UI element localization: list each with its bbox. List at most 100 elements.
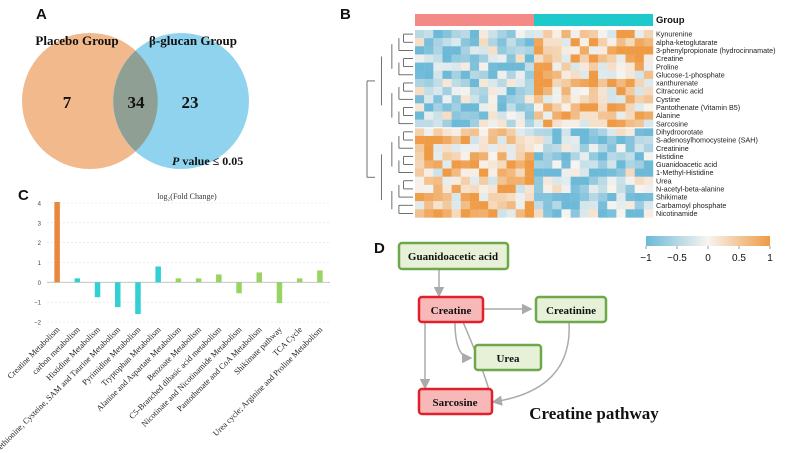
heatmap-cell <box>625 144 635 153</box>
heatmap-cell <box>625 135 635 145</box>
heatmap-cell <box>469 103 480 112</box>
heatmap-cell <box>607 95 617 104</box>
node-guanidoacetic-acid-box <box>397 241 510 271</box>
heatmap-cell <box>579 127 590 137</box>
heatmap-cell <box>634 87 645 96</box>
heatmap-cell <box>497 193 507 202</box>
venn-left-label: Placebo Group <box>35 33 118 48</box>
heatmap-cell <box>515 119 526 128</box>
heatmap-cell <box>524 152 535 161</box>
heatmap-cell <box>561 111 571 120</box>
heatmap-cell <box>616 135 626 145</box>
node-urea-box <box>473 343 543 372</box>
heatmap-cell <box>469 111 480 120</box>
heatmap-cell <box>625 111 635 120</box>
heatmap-cell <box>497 46 507 55</box>
heatmap-cell <box>424 38 434 47</box>
heatmap-cell <box>561 54 571 63</box>
heatmap-cell <box>451 54 461 63</box>
heatmap-cell <box>579 54 590 63</box>
heatmap-cell <box>524 209 535 218</box>
heatmap-cell <box>433 38 443 47</box>
heatmap-cell <box>643 127 654 137</box>
heatmap-cell <box>506 193 516 202</box>
heatmap-cell <box>543 95 553 104</box>
heatmap-cell <box>442 78 452 88</box>
heatmap-row-labels: Kynureninealpha-ketoglutarate3-phenylpro… <box>656 30 775 218</box>
heatmap-cell <box>424 160 434 169</box>
heatmap-cell <box>515 111 526 120</box>
heatmap-cell <box>479 184 489 194</box>
heatmap-cell <box>607 62 617 71</box>
chart-bar <box>276 282 283 304</box>
heatmap-cell <box>534 144 544 153</box>
heatmap-row-label: Kynurenine <box>656 30 692 39</box>
heatmap-cell <box>451 38 461 47</box>
y-tick-label: 4 <box>38 202 42 208</box>
heatmap-cell <box>552 62 562 71</box>
heatmap-cell <box>451 193 461 202</box>
heatmap-cell <box>607 54 617 63</box>
heatmap-cell <box>561 168 571 177</box>
heatmap-cell <box>534 209 544 218</box>
heatmap-cell <box>415 184 425 194</box>
heatmap-cell <box>570 209 580 218</box>
heatmap-cell <box>579 103 590 112</box>
heatmap-cell <box>415 87 425 96</box>
heatmap-cell <box>442 209 452 218</box>
heatmap-cell <box>424 54 434 63</box>
heatmap-cell <box>515 54 526 63</box>
heatmap-cell <box>561 103 571 112</box>
heatmap-cell <box>424 201 434 210</box>
heatmap-cell <box>616 119 626 128</box>
heatmap-cell <box>506 184 516 194</box>
heatmap-cell <box>643 152 654 161</box>
heatmap-cell <box>524 111 535 120</box>
heatmap-cell <box>643 135 654 145</box>
heatmap-cell <box>588 193 599 202</box>
heatmap-row-label: S-adenosylhomocysteine (SAH) <box>656 136 758 145</box>
heatmap-cell <box>415 152 425 161</box>
heatmap-cell <box>451 176 461 186</box>
heatmap-cell <box>497 38 507 47</box>
heatmap-cell <box>570 144 580 153</box>
heatmap-cell <box>607 70 617 80</box>
heatmap-cell <box>469 119 480 128</box>
heatmap-cell <box>497 144 507 153</box>
heatmap-cell <box>534 62 544 71</box>
heatmap-cell <box>442 111 452 120</box>
heatmap-cell <box>625 209 635 218</box>
heatmap-cell <box>570 70 580 80</box>
heatmap-cell <box>552 46 562 55</box>
heatmap-cell <box>524 119 535 128</box>
heatmap-cell <box>415 95 425 104</box>
heatmap-cell <box>598 209 608 218</box>
heatmap-cell <box>543 103 553 112</box>
heatmap-cell <box>524 184 535 194</box>
heatmap-cell <box>561 119 571 128</box>
heatmap-cell <box>415 160 425 169</box>
chart-bars <box>54 202 323 315</box>
heatmap-cell <box>415 119 425 128</box>
heatmap-cell <box>552 111 562 120</box>
heatmap-cell <box>588 95 599 104</box>
venn-left-count: 7 <box>63 93 72 112</box>
heatmap-cell <box>469 160 480 169</box>
chart-bar <box>135 282 141 315</box>
heatmap-cell <box>460 103 471 112</box>
heatmap-cell <box>552 193 562 202</box>
heatmap-cell <box>543 201 553 210</box>
heatmap-cell <box>607 184 617 194</box>
heatmap-cell <box>534 176 544 186</box>
venn-overlap-count: 34 <box>128 93 146 112</box>
chart-bar <box>236 282 242 294</box>
heatmap-cell <box>579 168 590 177</box>
heatmap-cell <box>552 87 562 96</box>
heatmap-cell <box>515 46 526 55</box>
heatmap-cell <box>616 95 626 104</box>
chart-bar <box>175 278 182 283</box>
heatmap-cell <box>415 30 425 39</box>
chart-bar <box>94 282 101 298</box>
heatmap-cell <box>524 127 535 137</box>
heatmap-cell <box>424 127 434 137</box>
